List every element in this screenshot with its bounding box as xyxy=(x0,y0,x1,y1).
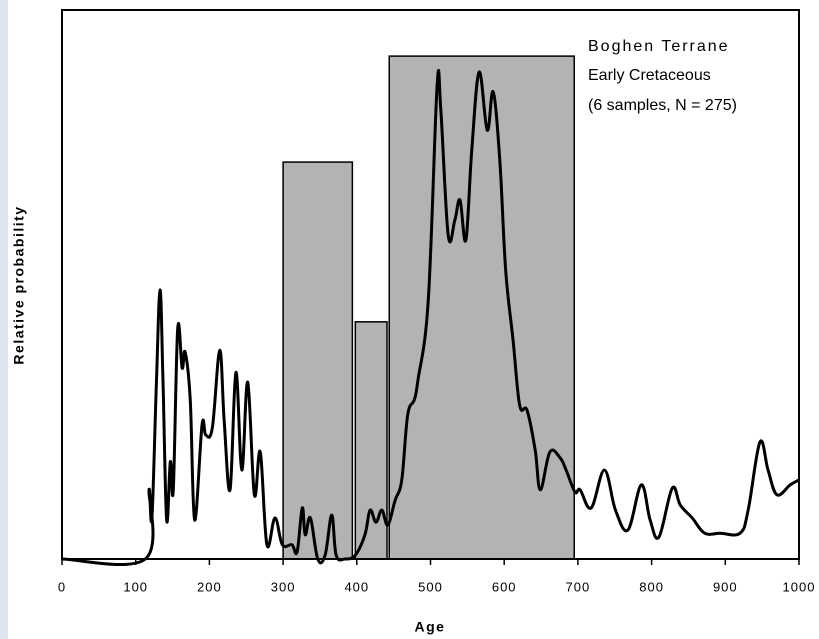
x-tick-label: 700 xyxy=(566,579,591,594)
probability-curve xyxy=(61,68,800,566)
x-tick-label: 0 xyxy=(58,579,66,594)
x-tick-label: 100 xyxy=(123,579,148,594)
bar xyxy=(282,161,354,560)
annotation: Boghen Terrane xyxy=(588,38,730,55)
x-tick-label: 900 xyxy=(713,579,738,594)
side-strip xyxy=(0,0,8,639)
annotation: Early Cretaceous xyxy=(588,67,711,84)
x-tick-label: 600 xyxy=(492,579,517,594)
x-tick-label: 400 xyxy=(344,579,369,594)
annotation: (6 samples, N = 275) xyxy=(588,97,737,114)
x-tick-label: 500 xyxy=(418,579,443,594)
bar xyxy=(388,55,575,560)
bar xyxy=(354,321,388,560)
x-tick-label: 1000 xyxy=(783,579,816,594)
x-axis-label: Age xyxy=(415,619,446,635)
y-axis-label: Relative probability xyxy=(11,205,27,364)
x-tick-label: 300 xyxy=(271,579,296,594)
x-tick-label: 800 xyxy=(639,579,664,594)
x-tick-label: 200 xyxy=(197,579,222,594)
